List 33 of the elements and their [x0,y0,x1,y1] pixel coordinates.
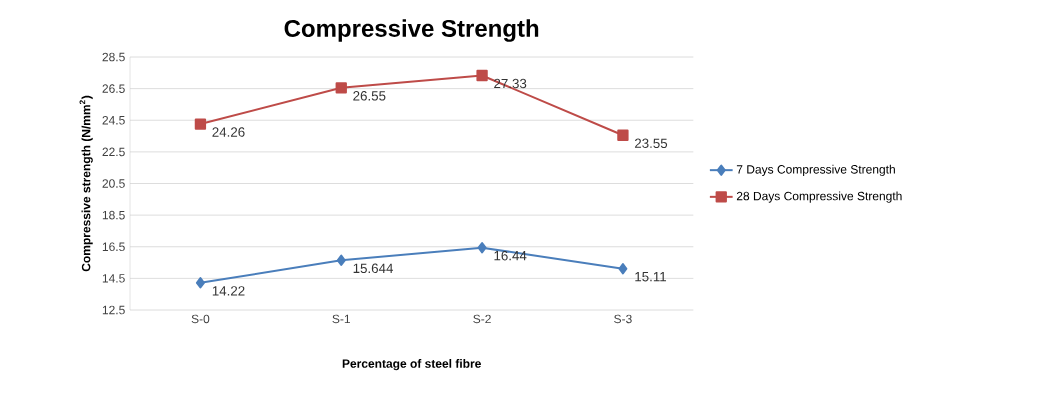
x-tick-label: S-0 [191,314,210,324]
x-axis-title: Percentage of steel fibre [342,359,481,371]
data-label: 23.55 [634,138,668,148]
x-tick-label: S-1 [332,314,350,324]
data-label: 15.644 [353,263,394,273]
y-tick-label: 18.5 [102,210,125,220]
y-tick-label: 26.5 [102,84,125,93]
legend-label: 7 Days Compressive Strength [736,164,895,176]
y-tick-label: 22.5 [102,147,125,157]
point [617,129,629,141]
y-tick-label: 24.5 [102,116,125,125]
y-tick-label: 14.5 [102,274,125,283]
chart-title: Compressive Strength [284,19,539,42]
point [336,254,346,266]
y-tick-label: 28.5 [102,52,125,62]
data-label: 24.26 [212,127,245,137]
data-label: 16.44 [494,250,527,261]
y-tick-label: 20.5 [102,179,125,188]
point [476,69,488,82]
y-tick-label: 16.5 [102,242,125,252]
legend-label: 28 Days Compressive Strength [736,191,902,203]
data-label: 15.11 [635,272,667,282]
point [335,82,347,94]
point [477,242,487,254]
point [618,263,628,275]
data-label: 26.55 [353,91,386,101]
data-label: 14.22 [212,286,245,296]
y-tick-label: 12.5 [102,305,125,315]
point [194,118,207,130]
y-axis-title: Compressive strength (N/mm$^{2}$) [79,95,93,272]
x-tick-label: S-2 [473,314,491,324]
point [195,277,205,289]
x-tick-label: S-3 [614,314,632,324]
